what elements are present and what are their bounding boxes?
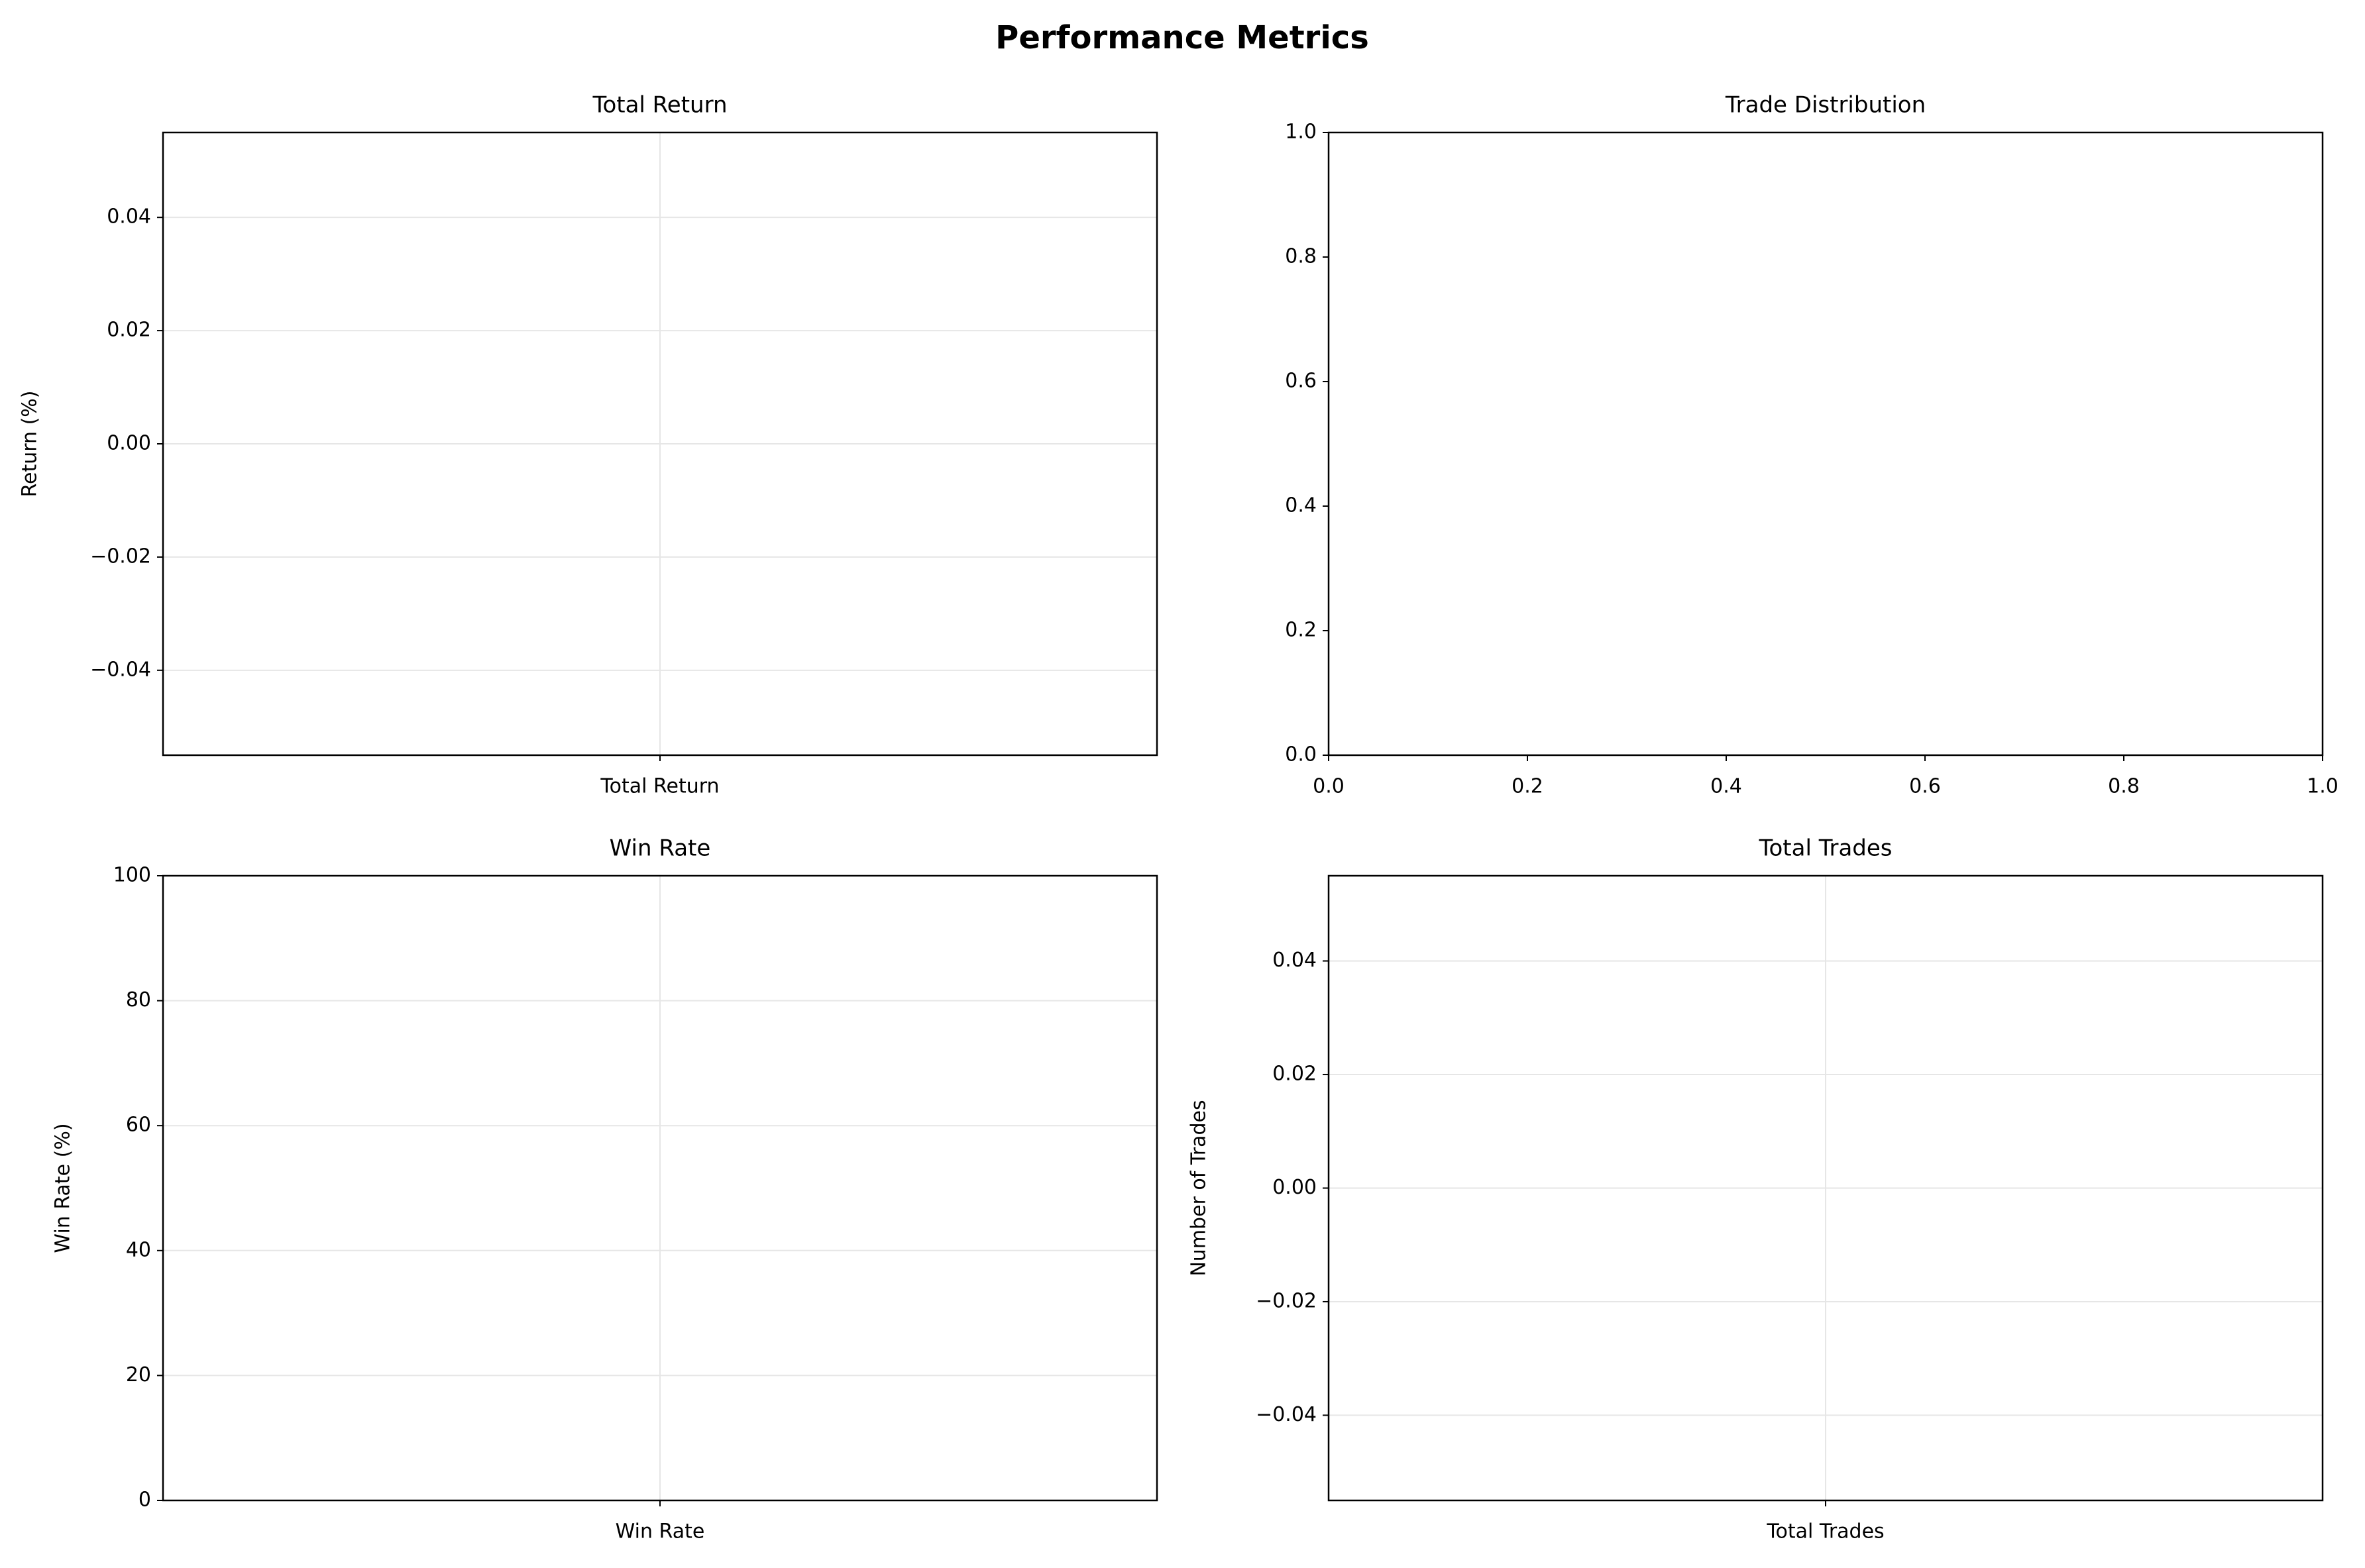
y-tick-label: 0.00 — [1272, 1176, 1317, 1199]
y-tick-label: 0.00 — [107, 432, 151, 455]
x-tick-label: 0.8 — [2108, 775, 2140, 798]
y-tick-label: 40 — [126, 1238, 151, 1261]
y-tick-label: 0.8 — [1285, 245, 1317, 268]
y-tick-label: −0.04 — [1256, 1403, 1317, 1426]
axes-frame — [1327, 874, 2324, 1502]
x-tick-label: 0.4 — [1710, 775, 1742, 798]
subplot-title: Trade Distribution — [1725, 92, 1926, 119]
y-tick-label: 0.04 — [1272, 949, 1317, 972]
x-tick-label: 0.0 — [1313, 775, 1345, 798]
y-axis-label: Win Rate (%) — [52, 1123, 75, 1253]
y-tick-label: −0.02 — [1256, 1289, 1317, 1312]
subplot-title: Total Return — [592, 92, 727, 119]
y-tick-label: 0.4 — [1285, 494, 1317, 517]
axes-frame — [1327, 131, 2324, 757]
subplot-title: Total Trades — [1758, 835, 1892, 862]
y-tick-label: 0 — [138, 1489, 151, 1512]
x-tick-label: Total Return — [600, 775, 719, 798]
y-tick-label: −0.04 — [90, 658, 151, 681]
x-tick-label: 1.0 — [2307, 775, 2338, 798]
y-axis-label: Return (%) — [19, 390, 42, 497]
y-tick-label: 80 — [126, 988, 151, 1012]
y-tick-label: 0.02 — [107, 319, 151, 342]
y-tick-label: 0.6 — [1285, 370, 1317, 393]
x-tick-label: 0.6 — [1909, 775, 1941, 798]
axes-frame — [162, 874, 1158, 1502]
y-tick-label: 100 — [113, 864, 151, 887]
y-tick-label: −0.02 — [90, 545, 151, 568]
y-tick-label: 0.04 — [107, 205, 151, 229]
y-tick-label: 0.2 — [1285, 619, 1317, 642]
figure-title: Performance Metrics — [995, 19, 1369, 56]
x-tick-label: 0.2 — [1512, 775, 1543, 798]
y-tick-label: 0.0 — [1285, 743, 1317, 766]
y-tick-label: 60 — [126, 1114, 151, 1137]
y-tick-label: 20 — [126, 1363, 151, 1386]
x-tick-label: Win Rate — [616, 1520, 705, 1543]
axes-frame — [162, 131, 1158, 757]
y-axis-label: Number of Trades — [1187, 1100, 1211, 1276]
x-tick-label: Total Trades — [1766, 1520, 1884, 1543]
y-tick-label: 0.02 — [1272, 1063, 1317, 1086]
y-tick-label: 1.0 — [1285, 121, 1317, 144]
subplot-title: Win Rate — [610, 835, 711, 862]
